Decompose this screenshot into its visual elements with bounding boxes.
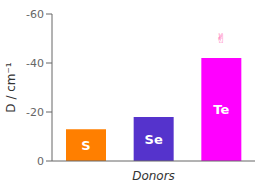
svg-text:✌: ✌: [216, 31, 227, 46]
svg-text:Donors: Donors: [132, 169, 175, 183]
svg-text:Se: Se: [145, 132, 163, 147]
svg-text:-40: -40: [26, 57, 44, 70]
svg-text:-20: -20: [26, 106, 44, 119]
svg-text:D / cm⁻¹: D / cm⁻¹: [8, 62, 18, 113]
svg-text:S: S: [81, 138, 90, 153]
svg-text:-60: -60: [26, 8, 44, 21]
svg-text:Te: Te: [213, 102, 229, 117]
svg-text:0: 0: [37, 155, 44, 168]
